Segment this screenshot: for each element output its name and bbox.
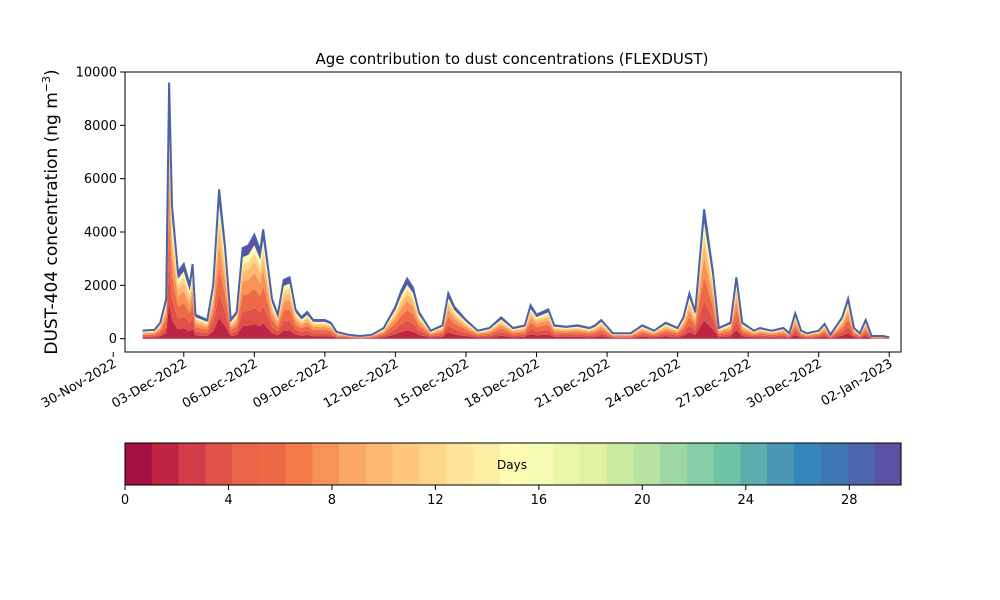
colorbar-swatch (339, 443, 367, 485)
colorbar-swatch (125, 443, 153, 485)
colorbar-swatch (633, 443, 661, 485)
colorbar-frame (124, 442, 902, 486)
colorbar-swatch (686, 443, 715, 485)
colorbar-swatch (526, 443, 554, 485)
colorbar-swatch (419, 443, 447, 485)
plot-frame (124, 71, 902, 353)
colorbar-swatch (392, 443, 420, 485)
colorbar-swatch (205, 443, 233, 485)
y-axis-ticks: 0 2000 4000 6000 8000 10000 (76, 66, 125, 347)
total-concentration-line (142, 82, 890, 339)
colorbar-swatch (285, 443, 313, 485)
colorbar-swatch (579, 443, 608, 485)
chart-title: Age contribution to dust concentrations … (316, 50, 709, 68)
y-axis-label-main: DUST-404 concentration (ng m (42, 92, 62, 354)
colorbar-swatch (793, 443, 822, 485)
colorbar-swatch (178, 443, 206, 485)
y-tick-label: 6000 (84, 172, 117, 187)
y-axis-label-superscript: −3 (40, 76, 53, 92)
colorbar-swatch (660, 443, 688, 485)
colorbar-tick-label: 28 (841, 493, 858, 508)
colorbar-swatch (820, 443, 849, 485)
y-tick-label: 2000 (84, 279, 117, 294)
y-axis-label-close: ) (42, 69, 62, 76)
colorbar-swatch (553, 443, 581, 485)
age-band-area-4d (142, 261, 890, 339)
colorbar-tick-label: 20 (634, 493, 651, 508)
y-axis-label: DUST-404 concentration (ng m−3) (40, 69, 62, 354)
colorbar-swatch (312, 443, 340, 485)
y-tick-label: 4000 (84, 226, 117, 241)
age-colorbar (125, 443, 902, 485)
colorbar-label: Days (497, 458, 527, 472)
colorbar-swatch (446, 443, 474, 485)
y-tick-label: 10000 (76, 66, 117, 81)
colorbar-swatch (767, 443, 795, 485)
colorbar-swatch (365, 443, 394, 485)
colorbar-tick-label: 16 (531, 493, 548, 508)
colorbar-swatch (740, 443, 768, 485)
colorbar-swatch (847, 443, 875, 485)
age-band-area-2d (142, 302, 890, 339)
colorbar-tick-label: 0 (121, 493, 129, 508)
colorbar-tick-label: 8 (328, 493, 336, 508)
colorbar-swatch (258, 443, 287, 485)
colorbar-swatch (874, 443, 902, 485)
colorbar-swatch (232, 443, 260, 485)
colorbar-tick-label: 24 (738, 493, 755, 508)
colorbar-swatch (606, 443, 635, 485)
age-stacked-areas (142, 82, 890, 339)
colorbar-swatch (713, 443, 742, 485)
colorbar-ticks: 0 4 8 12 16 20 24 28 (121, 485, 858, 508)
colorbar-tick-label: 12 (427, 493, 444, 508)
colorbar-tick-label: 4 (224, 493, 232, 508)
colorbar-swatch (151, 443, 180, 485)
colorbar-swatch (472, 443, 501, 485)
colorbar-swatch (499, 443, 527, 485)
y-tick-label: 0 (109, 332, 117, 347)
y-tick-label: 8000 (84, 119, 117, 134)
